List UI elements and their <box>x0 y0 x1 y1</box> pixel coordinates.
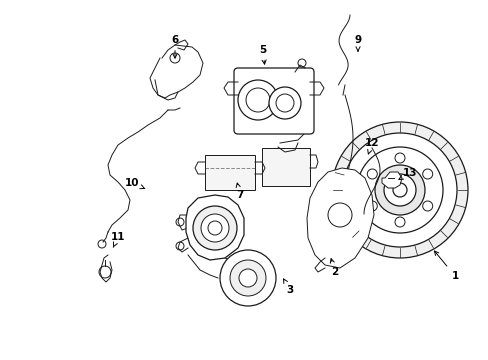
Bar <box>262 148 309 186</box>
Text: 6: 6 <box>171 35 178 58</box>
Circle shape <box>392 183 406 197</box>
Text: 9: 9 <box>354 35 361 51</box>
Circle shape <box>394 217 404 227</box>
Polygon shape <box>306 168 373 268</box>
Circle shape <box>239 269 257 287</box>
Circle shape <box>331 122 467 258</box>
Bar <box>204 155 254 190</box>
FancyBboxPatch shape <box>234 68 313 134</box>
Polygon shape <box>381 172 401 188</box>
Circle shape <box>366 201 377 211</box>
Circle shape <box>193 206 237 250</box>
Circle shape <box>229 260 265 296</box>
Circle shape <box>422 169 432 179</box>
Text: 13: 13 <box>398 168 416 179</box>
Text: 12: 12 <box>364 138 379 154</box>
Circle shape <box>422 201 432 211</box>
Circle shape <box>394 153 404 163</box>
Circle shape <box>366 169 377 179</box>
Text: 3: 3 <box>283 279 293 295</box>
Circle shape <box>201 214 228 242</box>
Text: 10: 10 <box>124 178 144 189</box>
Circle shape <box>238 80 278 120</box>
Text: 7: 7 <box>236 183 243 200</box>
Text: 8: 8 <box>294 110 302 127</box>
Circle shape <box>268 87 301 119</box>
Circle shape <box>383 174 415 206</box>
Text: 1: 1 <box>433 251 458 281</box>
Text: 2: 2 <box>329 259 338 277</box>
Circle shape <box>220 250 275 306</box>
Circle shape <box>374 165 424 215</box>
Circle shape <box>327 203 351 227</box>
Polygon shape <box>185 195 244 260</box>
Text: 4: 4 <box>216 200 223 217</box>
Circle shape <box>342 133 456 247</box>
Text: 5: 5 <box>259 45 266 64</box>
Text: 11: 11 <box>110 232 125 247</box>
Circle shape <box>356 147 442 233</box>
